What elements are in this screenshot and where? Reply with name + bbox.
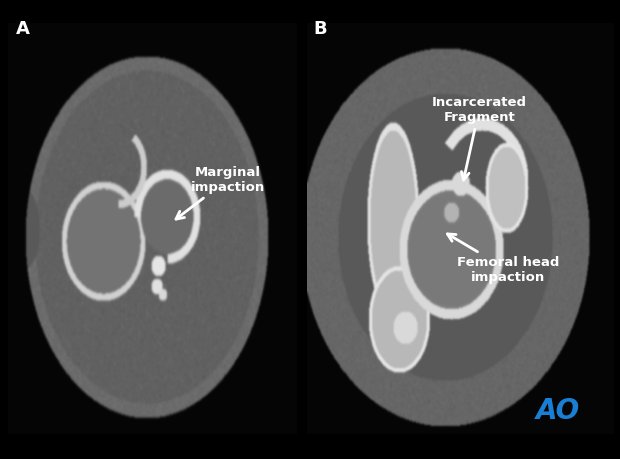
Text: Femoral head
impaction: Femoral head impaction (448, 234, 559, 284)
Text: Marginal
impaction: Marginal impaction (176, 166, 265, 219)
Text: A: A (16, 20, 29, 39)
Text: Incarcerated
Fragment: Incarcerated Fragment (432, 96, 526, 180)
Text: B: B (313, 20, 327, 39)
Text: AO: AO (536, 397, 580, 425)
